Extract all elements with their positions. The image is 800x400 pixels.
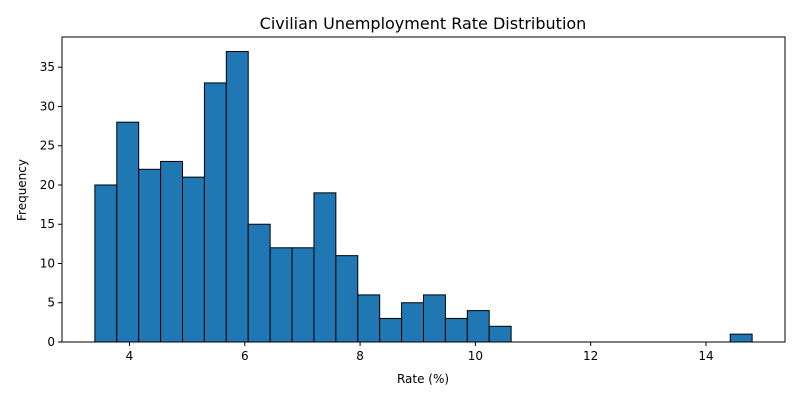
histogram-bar-7 xyxy=(247,223,271,343)
histogram-bar-12 xyxy=(357,294,381,343)
y-tick-label-30: 30 xyxy=(40,99,55,113)
y-tick-label-25: 25 xyxy=(40,139,55,153)
x-tick-label-14: 14 xyxy=(698,349,713,363)
x-tick-label-12: 12 xyxy=(583,349,598,363)
histogram-bar-14 xyxy=(401,302,425,343)
histogram-bar-17 xyxy=(466,310,490,343)
y-axis-ticks: 0 5 10 15 20 25 30 35 xyxy=(40,60,62,349)
y-tick-label-35: 35 xyxy=(40,60,55,74)
histogram-bar-18 xyxy=(488,325,512,343)
y-axis-label: Frequency xyxy=(15,159,29,221)
plot-frame xyxy=(61,36,786,343)
x-tick-label-10: 10 xyxy=(468,349,483,363)
histogram-bar-0 xyxy=(94,184,118,343)
histogram-bar-11 xyxy=(335,255,359,343)
y-tick-label-10: 10 xyxy=(40,256,55,270)
histogram-bar-10 xyxy=(313,192,337,343)
y-tick-label-20: 20 xyxy=(40,178,55,192)
y-tick-label-15: 15 xyxy=(40,217,55,231)
x-tick-label-8: 8 xyxy=(356,349,364,363)
x-axis-label: Rate (%) xyxy=(397,372,449,386)
y-tick-label-0: 0 xyxy=(47,335,55,349)
histogram-bar-29 xyxy=(729,333,753,343)
histogram-bar-5 xyxy=(203,82,227,343)
histogram-bar-4 xyxy=(182,176,205,343)
x-axis-ticks: 4 6 8 10 12 14 xyxy=(126,342,714,363)
x-tick-label-4: 4 xyxy=(126,349,134,363)
y-tick-label-5: 5 xyxy=(47,296,55,310)
x-tick-label-6: 6 xyxy=(241,349,249,363)
histogram-bar-2 xyxy=(138,168,162,343)
histogram-bar-13 xyxy=(379,317,403,343)
histogram-bar-3 xyxy=(160,160,184,343)
histogram-bar-8 xyxy=(269,247,293,343)
chart-title: Civilian Unemployment Rate Distribution xyxy=(260,14,587,33)
histogram-bar-6 xyxy=(225,51,249,343)
histogram-bar-1 xyxy=(116,121,140,343)
histogram-bar-9 xyxy=(291,247,315,343)
histogram-bar-15 xyxy=(423,294,446,343)
histogram-bar-16 xyxy=(444,317,468,343)
bars-group xyxy=(94,51,753,343)
